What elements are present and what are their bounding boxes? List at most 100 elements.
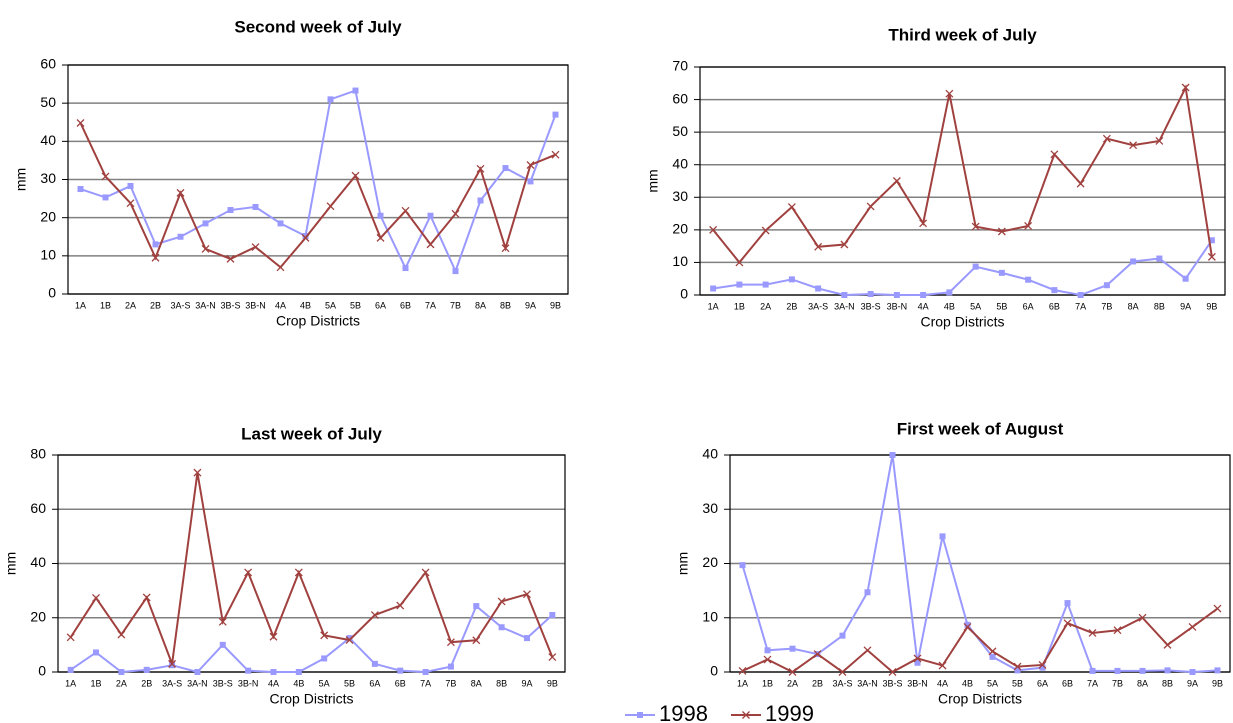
marker: [889, 452, 896, 458]
marker: [351, 171, 360, 180]
x-tick-label: 4B: [293, 678, 304, 688]
x-tick-label: 5B: [344, 678, 355, 688]
marker: [892, 177, 901, 185]
x-tick-label: 9A: [1187, 678, 1198, 688]
x-tick-label: 9A: [525, 300, 536, 310]
marker: [1050, 150, 1059, 159]
marker: [1181, 83, 1190, 92]
x-tick-label: 2B: [141, 678, 152, 688]
marker: [177, 233, 184, 240]
marker: [788, 668, 797, 676]
marker: [971, 222, 980, 231]
marker: [169, 662, 176, 669]
x-axis-label: Crop Districts: [276, 313, 360, 329]
x-tick-label: 3A-N: [834, 301, 855, 311]
marker: [227, 207, 234, 214]
marker: [451, 209, 460, 218]
marker: [920, 292, 927, 298]
marker: [864, 589, 871, 596]
y-tick-label: 60: [672, 90, 688, 106]
marker: [989, 653, 996, 660]
legend-marker: [637, 712, 643, 718]
x-tick-label: 1B: [734, 301, 745, 311]
marker: [117, 630, 126, 639]
marker: [152, 241, 159, 248]
y-tick-label: 40: [40, 132, 56, 148]
marker: [421, 568, 430, 577]
series-line: [69, 472, 554, 665]
y-axis-label: mm: [3, 552, 19, 575]
x-tick-label: 3A-N: [187, 678, 208, 688]
x-tick-label: 1A: [737, 678, 748, 688]
chart-title: Second week of July: [234, 17, 402, 36]
marker: [126, 199, 135, 208]
marker: [194, 669, 201, 675]
y-tick-label: 60: [40, 56, 56, 72]
x-tick-label: 6B: [1049, 301, 1060, 311]
marker: [301, 233, 310, 242]
x-tick-label: 7A: [1087, 678, 1098, 688]
series-line: [712, 239, 1213, 297]
y-tick-label: 80: [30, 446, 46, 462]
marker: [1064, 600, 1071, 607]
marker: [841, 292, 848, 298]
x-tick-label: 3B-S: [220, 300, 240, 310]
x-tick-label: 4A: [268, 678, 279, 688]
x-tick-label: 4B: [300, 300, 311, 310]
x-tick-label: 4A: [275, 300, 286, 310]
marker: [370, 611, 379, 619]
marker: [1077, 292, 1084, 298]
marker: [377, 212, 384, 219]
marker: [736, 281, 743, 288]
marker: [476, 164, 485, 173]
x-tick-label: 1B: [91, 678, 102, 688]
x-tick-label: 3A-S: [162, 678, 182, 688]
marker: [1189, 669, 1196, 675]
y-tick-label: 60: [30, 500, 46, 516]
marker: [1163, 640, 1172, 649]
plot-frame: [57, 454, 566, 673]
y-tick-label: 40: [702, 446, 718, 462]
x-tick-label: 4A: [937, 678, 948, 688]
y-tick-label: 30: [40, 170, 56, 186]
marker: [788, 276, 795, 283]
chart-title: Last week of July: [241, 424, 382, 443]
marker: [1088, 628, 1097, 637]
marker: [988, 647, 997, 656]
marker: [739, 562, 746, 569]
marker: [226, 254, 235, 263]
marker: [446, 638, 455, 647]
series-line: [70, 604, 553, 674]
chart-title: Third week of July: [888, 25, 1037, 44]
y-tick-label: 30: [702, 500, 718, 516]
x-tick-label: 1B: [100, 300, 111, 310]
marker: [102, 194, 109, 201]
marker: [1014, 667, 1021, 674]
x-tick-label: 6A: [369, 678, 380, 688]
marker: [92, 593, 100, 602]
marker: [151, 253, 160, 262]
marker: [840, 240, 849, 249]
x-axis-label: Crop Districts: [938, 691, 1022, 707]
marker: [963, 623, 972, 631]
series-line: [742, 607, 1219, 674]
y-tick-label: 70: [672, 58, 688, 74]
marker: [1213, 604, 1222, 613]
marker: [477, 197, 484, 204]
y-tick-label: 10: [40, 247, 56, 263]
marker: [527, 178, 534, 185]
y-axis-label: mm: [675, 552, 691, 575]
marker: [245, 667, 252, 674]
x-tick-label: 6B: [395, 678, 406, 688]
x-tick-label: 8A: [1128, 301, 1139, 311]
marker: [764, 647, 771, 654]
x-axis-label: Crop Districts: [269, 691, 353, 707]
marker: [762, 281, 769, 288]
marker: [709, 225, 718, 234]
marker: [142, 593, 151, 602]
marker: [1164, 667, 1171, 674]
x-tick-label: 3A-N: [857, 678, 878, 688]
marker: [502, 165, 509, 172]
marker: [1102, 134, 1111, 143]
